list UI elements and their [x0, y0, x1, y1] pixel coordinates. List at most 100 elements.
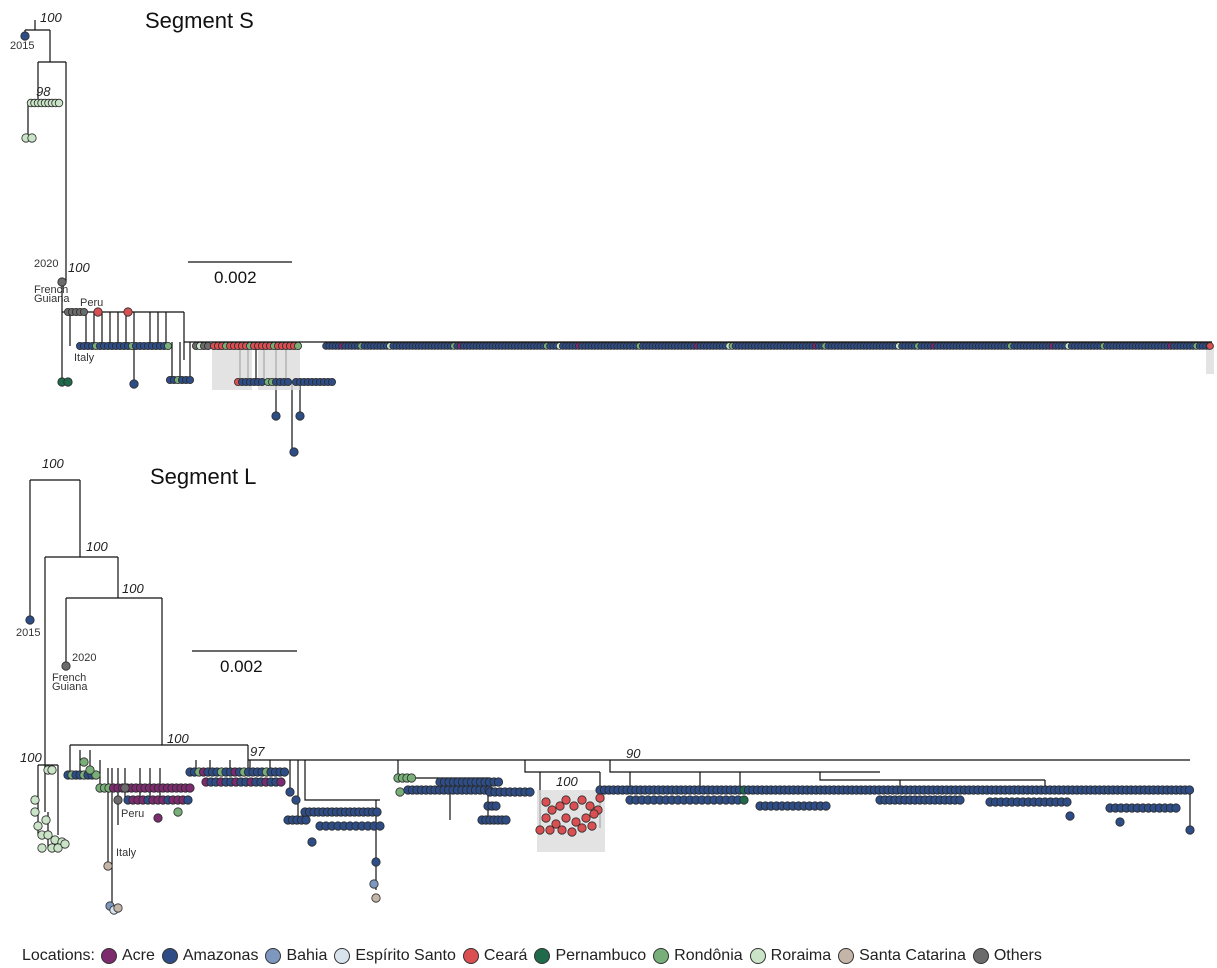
segment-l-bootstrap-roraima: 100 — [20, 750, 42, 765]
tip-marker — [395, 787, 405, 797]
segment-l-tips — [25, 615, 1195, 915]
tip-marker — [561, 813, 571, 823]
tip-marker — [129, 379, 139, 389]
tip-marker — [63, 377, 73, 387]
segment-s-place-peru: Peru — [80, 297, 103, 309]
segment-s-place-french: French — [34, 284, 68, 296]
legend-swatch-espirito-santo — [334, 948, 351, 964]
tip-marker — [581, 813, 591, 823]
tip-marker — [53, 843, 63, 853]
legend-label-roraima: Roraima — [770, 947, 832, 964]
tip-marker — [37, 843, 47, 853]
tip-marker — [501, 815, 511, 825]
tip-marker — [561, 795, 571, 805]
tip-marker — [79, 757, 89, 767]
segment-s-tips — [20, 31, 1214, 457]
legend-swatch-pernambuco — [534, 948, 551, 964]
legend-label-santa-catarina: Santa Catarina — [859, 947, 966, 964]
tip-marker — [555, 801, 565, 811]
segment-l-bootstrap-2: 100 — [86, 539, 108, 554]
tip-marker — [1065, 811, 1075, 821]
legend-label-acre: Acre — [121, 947, 155, 964]
tip-marker — [547, 805, 557, 815]
legend-item-pernambuco: Pernambuco — [534, 947, 646, 965]
tip-marker — [41, 815, 51, 825]
segment-l-tree: Segment L 100 100 100 2015 2020 French G… — [16, 456, 1195, 915]
tip-marker — [372, 807, 382, 817]
tip-marker — [577, 823, 587, 833]
tip-marker — [285, 787, 295, 797]
tip-marker — [279, 767, 290, 777]
tip-marker — [571, 817, 581, 827]
tip-marker — [20, 31, 30, 41]
tip-marker — [271, 411, 281, 421]
legend-item-rondonia: Rondônia — [653, 947, 743, 965]
segment-l-scale-label: 0.002 — [220, 657, 263, 676]
tip-marker — [1184, 785, 1195, 795]
tip-marker — [557, 825, 567, 835]
legend-swatch-rondonia — [653, 948, 670, 964]
tip-marker — [1115, 817, 1125, 827]
tip-marker — [301, 815, 311, 825]
tip-marker — [91, 770, 101, 780]
legend-swatch-acre — [100, 948, 117, 964]
tip-marker — [369, 879, 379, 889]
tip-marker — [57, 277, 67, 287]
tip-marker — [61, 661, 71, 671]
tip-marker — [541, 813, 551, 823]
tip-marker — [541, 797, 551, 807]
segment-s-place-italy: Italy — [74, 352, 95, 364]
segment-s-place-guiana: Guiana — [34, 293, 70, 305]
tip-marker — [307, 837, 317, 847]
legend-swatch-roraima — [749, 948, 766, 964]
segment-l-bootstrap-root: 100 — [42, 456, 64, 471]
tip-marker — [955, 795, 965, 805]
legend-item-ceara: Ceará — [462, 947, 527, 965]
segment-s-year-2015: 2015 — [10, 40, 34, 52]
tip-marker — [493, 777, 504, 787]
legend-label-amazonas: Amazonas — [182, 947, 259, 964]
tip-marker — [93, 307, 103, 317]
legend-swatch-amazonas — [161, 948, 178, 964]
tip-marker — [163, 341, 172, 350]
tip-marker — [80, 307, 89, 316]
legend-swatch-bahia — [265, 948, 282, 964]
tip-marker — [30, 795, 40, 805]
legend-title: Locations: — [22, 947, 95, 964]
legend-item-santa-catarina: Santa Catarina — [838, 947, 966, 965]
tip-marker — [569, 801, 579, 811]
tip-marker — [295, 411, 305, 421]
tip-marker — [47, 765, 57, 775]
segment-l-year-2015: 2015 — [16, 627, 40, 639]
tip-marker — [525, 787, 535, 797]
segment-l-bootstrap-ceara: 100 — [556, 774, 578, 789]
tip-marker — [27, 133, 37, 143]
tip-marker — [276, 777, 286, 787]
segment-l-place-guiana: Guiana — [52, 681, 88, 693]
segment-l-bootstrap-5: 100 — [167, 731, 189, 746]
segment-l-bootstrap-90: 90 — [626, 746, 641, 761]
tip-marker — [1185, 825, 1195, 835]
legend-swatch-ceara — [462, 948, 479, 964]
legend-item-bahia: Bahia — [265, 947, 327, 965]
tip-marker — [183, 795, 193, 805]
tip-marker — [595, 793, 605, 803]
tip-marker — [123, 307, 133, 317]
tip-marker — [30, 807, 40, 817]
segment-s-title: Segment S — [145, 8, 254, 33]
tip-marker — [375, 821, 385, 831]
tip-marker — [113, 903, 123, 913]
tip-marker — [545, 825, 555, 835]
segment-l-place-italy: Italy — [116, 847, 137, 859]
location-legend: Locations: Acre Amazonas Bahia Espírito … — [22, 944, 1049, 968]
segment-s-bootstrap-root: 100 — [40, 10, 62, 25]
tip-marker — [587, 821, 597, 831]
legend-label-others: Others — [993, 947, 1042, 964]
tip-marker — [60, 839, 70, 849]
tip-marker — [1171, 803, 1181, 813]
tip-marker — [739, 795, 749, 805]
legend-label-rondonia: Rondônia — [674, 947, 743, 964]
tip-marker — [1062, 797, 1072, 807]
tip-marker — [535, 825, 545, 835]
tip-marker — [327, 377, 336, 386]
